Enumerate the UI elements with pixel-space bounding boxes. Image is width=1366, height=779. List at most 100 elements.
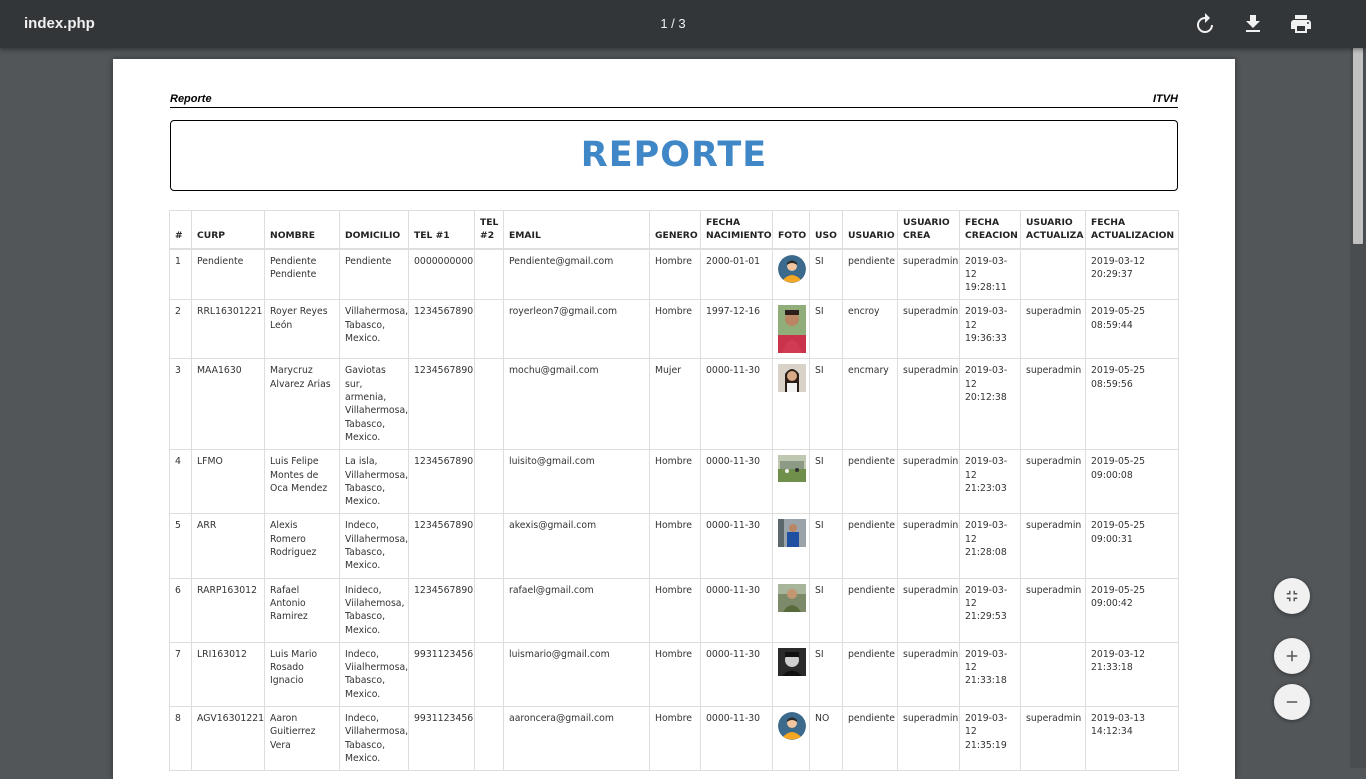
cell-email: luismario@gmail.com [503,641,650,708]
cell-fecha-creacion: 2019-03-12 21:33:18 [959,641,1021,708]
cell-num: 1 [169,248,192,301]
column-header: FECHA NACIMIENTO [700,209,773,250]
cell-foto [772,449,810,515]
cell-usuario-crea: superadmin [897,299,960,360]
cell-fecha-creacion: 2019-03-12 21:28:08 [959,513,1021,579]
page-header-right: ITVH [1152,93,1178,105]
cell-fecha-actualizacion: 2019-05-25 08:59:56 [1085,358,1179,451]
cell-tel2 [474,641,504,708]
zoom-in-button[interactable] [1274,638,1310,674]
pdf-page: Reporte ITVH REPORTE # CURP NOMBRE DOMICILI… [113,59,1235,779]
cell-tel1: 9931123456 [408,706,475,772]
column-header: USUARIO ACTUALIZA [1020,209,1086,250]
cell-fecha-actualizacion: 2019-05-25 09:00:42 [1085,577,1179,643]
cell-usuario: pendiente [842,577,898,643]
report-table: # CURP NOMBRE DOMICILIO TEL #1 TEL #2 EMAIL GENE… [169,209,1179,772]
cell-fecha-nac: 0000-11-30 [700,706,773,772]
cell-foto [772,706,810,772]
cell-email: rafael@gmail.com [503,577,650,643]
cell-fecha-creacion: 2019-03-12 21:29:53 [959,577,1021,643]
cell-domicilio: Indeco, Villahermosa, Tabasco, Mexico. [339,706,409,772]
cell-foto [772,299,810,360]
cell-genero: Hombre [649,449,701,515]
cell-fecha-creacion: 2019-03-12 20:12:38 [959,358,1021,451]
header-divider [170,107,1178,108]
rotate-icon [1197,13,1213,33]
cell-uso: SI [809,358,843,451]
cell-uso: SI [809,449,843,515]
column-header: TEL #1 [408,209,475,250]
cell-genero: Mujer [649,358,701,451]
cell-usuario-actualiza: superadmin [1020,299,1086,360]
table-row: 5 ARR Alexis Romero Rodriguez Indeco, Villahe… [169,513,1179,579]
rotate-button[interactable] [1193,12,1217,36]
cell-email: Pendiente@gmail.com [503,248,650,301]
report-title-box: REPORTE [170,120,1178,191]
table-row: 6 RARP163012 Rafael Antonio Ramirez Inideco,… [169,577,1179,643]
cell-fecha-actualizacion: 2019-03-12 21:33:18 [1085,641,1179,708]
cell-nombre: Rafael Antonio Ramirez [264,577,340,643]
cell-fecha-nac: 1997-12-16 [700,299,773,360]
cell-tel2 [474,358,504,451]
page-indicator[interactable]: 1 / 3 [660,16,686,31]
cell-domicilio: Indeco, Viialhermosa, Tabasco, Mexico. [339,641,409,708]
cell-tel2 [474,513,504,579]
cell-tel2 [474,299,504,360]
cell-fecha-nac: 0000-11-30 [700,641,773,708]
cell-tel1: 9931123456 [408,641,475,708]
cell-fecha-nac: 0000-11-30 [700,358,773,451]
table-row: 8 AGV16301221 Aaron Guitierrez Vera Indeco, Vi… [169,706,1179,772]
download-button[interactable] [1241,12,1265,36]
column-header: FOTO [772,209,810,250]
cell-usuario: pendiente [842,513,898,579]
zoom-out-icon [1286,701,1298,703]
table-row: 3 MAA1630 Marycruz Alvarez Arias Gaviotas su… [169,358,1179,451]
cell-foto [772,577,810,643]
cell-num: 3 [169,358,192,451]
cell-tel1: 1234567890 [408,577,475,643]
download-icon [1246,15,1260,32]
fit-page-button[interactable] [1274,578,1310,614]
cell-usuario-actualiza [1020,248,1086,301]
cell-foto [772,248,810,301]
table-row: 1 Pendiente Pendiente Pendiente Pendiente 000… [169,248,1179,301]
table-row: 4 LFMO Luis Felipe Montes de Oca Mendez La is… [169,449,1179,515]
cell-foto [772,513,810,579]
zoom-out-button[interactable] [1274,684,1310,720]
cell-usuario-actualiza: superadmin [1020,449,1086,515]
scrollbar[interactable] [1350,48,1366,768]
cell-nombre: Luis Mario Rosado Ignacio [264,641,340,708]
cell-foto [772,641,810,708]
cell-usuario-crea: superadmin [897,449,960,515]
cell-nombre: Marycruz Alvarez Arias [264,358,340,451]
user-photo [778,364,806,393]
column-header: CURP [191,209,265,250]
cell-uso: SI [809,248,843,301]
cell-uso: SI [809,641,843,708]
table-row: 2 RRL16301221 Royer Reyes León Villahermosa,… [169,299,1179,360]
column-header: GENERO [649,209,701,250]
cell-usuario-crea: superadmin [897,513,960,579]
cell-email: akexis@gmail.com [503,513,650,579]
cell-genero: Hombre [649,513,701,579]
avatar-icon [778,254,806,283]
cell-curp: RRL16301221 [191,299,265,360]
cell-num: 2 [169,299,192,360]
cell-curp: MAA1630 [191,358,265,451]
cell-genero: Hombre [649,299,701,360]
cell-tel1: 1234567890 [408,299,475,360]
user-photo [778,305,806,354]
cell-fecha-actualizacion: 2019-03-12 20:29:37 [1085,248,1179,301]
cell-tel2 [474,248,504,301]
cell-nombre: Pendiente Pendiente [264,248,340,301]
cell-usuario: pendiente [842,449,898,515]
print-button[interactable] [1289,12,1313,36]
cell-usuario-crea: superadmin [897,358,960,451]
cell-fecha-nac: 0000-11-30 [700,513,773,579]
cell-fecha-creacion: 2019-03-12 21:23:03 [959,449,1021,515]
column-header: # [169,209,192,250]
cell-domicilio: La isla, Villahermosa, Tabasco, Mexico. [339,449,409,515]
column-header: FECHA CREACION [959,209,1021,250]
cell-fecha-nac: 0000-11-30 [700,577,773,643]
scroll-thumb[interactable] [1353,48,1363,244]
